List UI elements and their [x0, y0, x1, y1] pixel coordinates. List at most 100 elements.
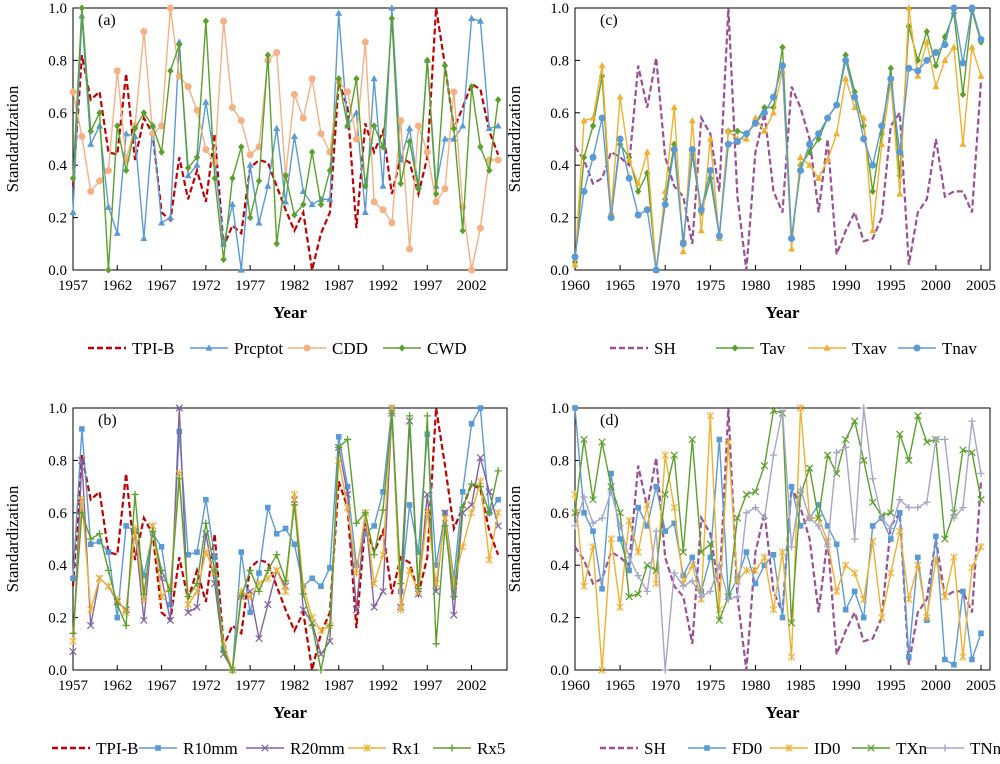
data-point [832, 587, 841, 596]
data-point [589, 114, 597, 121]
data-point [580, 116, 588, 124]
data-point [255, 634, 263, 643]
series-line [574, 407, 983, 671]
data-point [571, 522, 579, 530]
data-point [959, 446, 967, 454]
data-point [580, 582, 588, 590]
data-point [405, 566, 414, 575]
data-point [485, 556, 493, 564]
data-point [228, 666, 237, 674]
data-point [616, 93, 624, 100]
data-point [914, 67, 922, 75]
data-point [742, 135, 750, 142]
data-point [589, 543, 597, 551]
data-point [589, 122, 597, 130]
data-point [380, 489, 386, 495]
data-point [914, 503, 922, 512]
data-point [104, 166, 112, 174]
data-point [950, 4, 958, 12]
data-point [670, 145, 678, 153]
data-point [959, 503, 967, 512]
data-point [652, 579, 660, 588]
data-point [896, 527, 904, 535]
y-tick-label: 0.2 [550, 611, 569, 627]
data-point [122, 166, 130, 175]
data-point [643, 561, 651, 569]
data-point [494, 156, 502, 164]
data-point [815, 135, 822, 143]
chart-panel-1: 0.0 0.2 0.4 0.6 0.8 1.0 1957 1962 1967 1972 1977 19… [3, 1, 508, 358]
data-point [653, 483, 659, 490]
data-point [715, 561, 723, 569]
series-line [574, 7, 983, 271]
x-axis-title: Year [766, 303, 800, 322]
data-point [290, 90, 298, 98]
legend-entry: TPI-B [52, 739, 139, 758]
data-point [806, 148, 813, 156]
data-point [247, 609, 253, 616]
data-point [824, 156, 832, 163]
data-point [441, 185, 449, 193]
data-point [960, 588, 966, 595]
data-point [842, 606, 849, 613]
data-point [743, 549, 750, 555]
data-point [643, 206, 651, 214]
data-point [951, 661, 957, 668]
x-tick-label: 1992 [368, 678, 398, 694]
legend-entry: TXn [852, 739, 928, 758]
data-point [477, 405, 484, 411]
data-point [823, 451, 832, 459]
legend-marker [704, 745, 710, 751]
data-point [760, 127, 768, 134]
legend-entry: TPI-B [88, 339, 175, 358]
data-point [815, 174, 823, 181]
data-point [87, 605, 95, 614]
data-point [149, 122, 156, 130]
data-point [887, 569, 895, 577]
data-point [968, 448, 976, 457]
data-point [580, 435, 588, 444]
data-point [805, 464, 814, 472]
data-point [158, 544, 165, 550]
data-point [607, 214, 615, 222]
data-point [441, 509, 449, 517]
data-point [860, 595, 868, 604]
data-point [923, 498, 931, 506]
data-point [969, 656, 975, 663]
panel-label: (b) [98, 412, 117, 429]
data-point [370, 198, 378, 206]
data-point [769, 93, 777, 101]
data-point [370, 74, 378, 82]
x-tick-label: 1995 [876, 678, 906, 694]
data-point [166, 213, 174, 221]
data-point [878, 122, 886, 130]
data-point [131, 124, 139, 133]
series-line [574, 409, 982, 623]
data-point [950, 43, 958, 50]
data-point [184, 83, 192, 91]
data-point [896, 190, 904, 197]
y-tick-label: 1.0 [550, 1, 569, 17]
y-tick-label: 0.2 [48, 211, 67, 227]
y-tick-label: 1.0 [48, 1, 67, 17]
y-axis-title: Standardization [3, 85, 22, 192]
data-point [308, 148, 316, 156]
data-point [96, 177, 104, 185]
data-point [661, 490, 669, 499]
data-point [175, 404, 184, 412]
legend-label: TPI-B [96, 739, 139, 758]
data-point [941, 435, 949, 444]
data-point [379, 182, 387, 189]
data-point [379, 206, 387, 214]
series-tpi-b [71, 7, 500, 271]
y-tick-label: 0.6 [48, 106, 67, 122]
legend-label: SH [654, 339, 676, 358]
data-point [290, 490, 299, 499]
data-point [860, 614, 867, 621]
data-point [397, 117, 405, 125]
data-point [950, 553, 958, 562]
data-point [959, 59, 967, 67]
x-tick-label: 1962 [102, 278, 132, 294]
legend-label: CWD [427, 339, 467, 358]
data-point [769, 109, 777, 116]
